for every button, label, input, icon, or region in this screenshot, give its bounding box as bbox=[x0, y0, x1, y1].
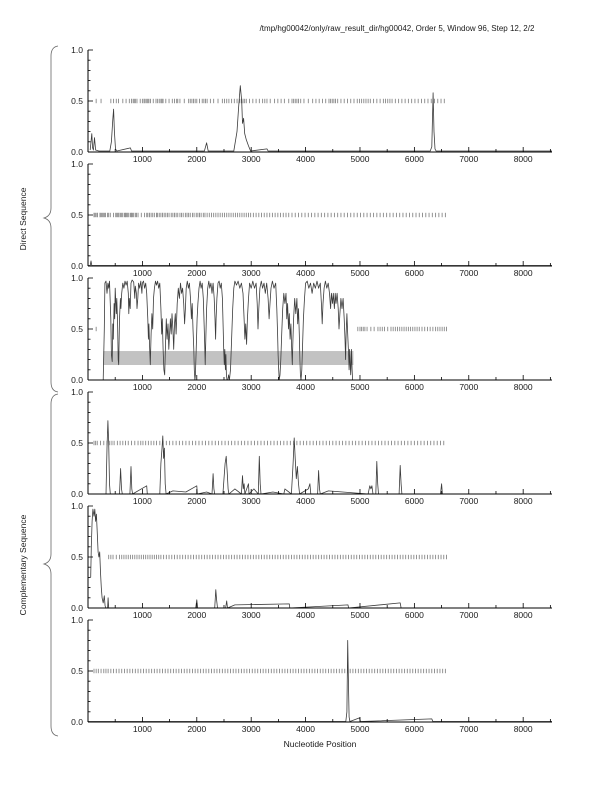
x-tick-label: 4000 bbox=[296, 268, 315, 278]
x-tick-label: 5000 bbox=[351, 268, 370, 278]
x-tick-label: 1000 bbox=[133, 268, 152, 278]
x-tick-label: 7000 bbox=[459, 382, 478, 392]
x-tick-label: 1000 bbox=[133, 724, 152, 734]
x-tick-label: 1000 bbox=[133, 610, 152, 620]
x-tick-label: 4000 bbox=[296, 610, 315, 620]
x-tick-label: 8000 bbox=[514, 154, 533, 164]
x-tick-label: 2000 bbox=[187, 154, 206, 164]
shaded-band bbox=[103, 351, 354, 366]
x-tick-label: 6000 bbox=[405, 610, 424, 620]
y-tick-label: 0.5 bbox=[71, 666, 83, 676]
x-tick-label: 3000 bbox=[242, 268, 261, 278]
y-tick-label: 0.5 bbox=[71, 210, 83, 220]
x-tick-label: 8000 bbox=[514, 610, 533, 620]
x-tick-label: 6000 bbox=[405, 154, 424, 164]
complementary-sequence-brace bbox=[42, 393, 59, 737]
y-tick-label: 1.0 bbox=[71, 615, 83, 625]
x-tick-label: 2000 bbox=[187, 724, 206, 734]
probability-curve bbox=[102, 279, 353, 381]
probability-curve bbox=[90, 420, 552, 495]
x-tick-label: 5000 bbox=[351, 382, 370, 392]
probability-curve bbox=[88, 260, 552, 266]
y-tick-label: 0.0 bbox=[71, 603, 83, 613]
x-tick-label: 4000 bbox=[296, 154, 315, 164]
x-tick-label: 8000 bbox=[514, 382, 533, 392]
x-tick-label: 5000 bbox=[351, 610, 370, 620]
x-tick-label: 3000 bbox=[242, 382, 261, 392]
x-tick-label: 6000 bbox=[405, 382, 424, 392]
x-tick-label: 6000 bbox=[405, 268, 424, 278]
panel-direct-frame-1: 0.0 0.5 1.0 1000 2000 3000 4000 5000 6000 7000 800… bbox=[71, 45, 552, 164]
y-tick-label: 0.0 bbox=[71, 375, 83, 385]
y-tick-label: 1.0 bbox=[71, 273, 83, 283]
x-tick-label: 6000 bbox=[405, 496, 424, 506]
x-tick-label: 7000 bbox=[459, 268, 478, 278]
x-tick-label: 4000 bbox=[296, 382, 315, 392]
x-tick-label: 3000 bbox=[242, 610, 261, 620]
x-tick-label: 3000 bbox=[242, 154, 261, 164]
x-tick-label: 8000 bbox=[514, 268, 533, 278]
x-tick-label: 3000 bbox=[242, 724, 261, 734]
y-tick-label: 0.0 bbox=[71, 261, 83, 271]
x-tick-label: 5000 bbox=[351, 724, 370, 734]
chart-title: /tmp/hg00042/only/raw_result_dir/hg00042… bbox=[260, 24, 535, 33]
x-tick-label: 4000 bbox=[296, 496, 315, 506]
panel-complementary-frame-3: 0.0 0.5 1.0 1000 2000 3000 4000 5000 6000 7000 800… bbox=[71, 615, 552, 734]
x-tick-label: 3000 bbox=[242, 496, 261, 506]
y-tick-label: 0.5 bbox=[71, 96, 83, 106]
x-tick-label: 1000 bbox=[133, 382, 152, 392]
x-tick-label: 2000 bbox=[187, 382, 206, 392]
y-tick-label: 0.5 bbox=[71, 438, 83, 448]
direct-sequence-label: Direct Sequence bbox=[18, 187, 28, 250]
y-tick-label: 0.5 bbox=[71, 552, 83, 562]
x-tick-label: 7000 bbox=[459, 724, 478, 734]
x-tick-label: 5000 bbox=[351, 496, 370, 506]
x-tick-label: 2000 bbox=[187, 496, 206, 506]
x-tick-label: 1000 bbox=[133, 496, 152, 506]
panels-container: 0.0 0.5 1.0 1000 2000 3000 4000 5000 6000 7000 800… bbox=[71, 45, 552, 734]
y-tick-label: 0.5 bbox=[71, 324, 83, 334]
y-tick-label: 0.0 bbox=[71, 489, 83, 499]
probability-curve bbox=[88, 640, 552, 722]
y-tick-label: 0.0 bbox=[71, 717, 83, 727]
x-tick-label: 1000 bbox=[133, 154, 152, 164]
y-tick-label: 1.0 bbox=[71, 501, 83, 511]
x-tick-label: 7000 bbox=[459, 610, 478, 620]
y-tick-label: 1.0 bbox=[71, 45, 83, 55]
panel-direct-frame-3: 0.0 0.5 1.0 1000 2000 3000 4000 5000 6000 7000 800… bbox=[71, 273, 552, 392]
x-tick-label: 7000 bbox=[459, 496, 478, 506]
y-tick-label: 0.0 bbox=[71, 147, 83, 157]
x-tick-label: 2000 bbox=[187, 610, 206, 620]
x-tick-label: 5000 bbox=[351, 154, 370, 164]
y-tick-label: 1.0 bbox=[71, 387, 83, 397]
complementary-sequence-label: Complementary Sequence bbox=[18, 514, 28, 615]
x-tick-label: 4000 bbox=[296, 724, 315, 734]
panel-direct-frame-2: 0.0 0.5 1.0 1000 2000 3000 4000 5000 6000 7000 800… bbox=[71, 159, 552, 278]
x-tick-label: 8000 bbox=[514, 724, 533, 734]
y-tick-label: 1.0 bbox=[71, 159, 83, 169]
panel-complementary-frame-2: 0.0 0.5 1.0 1000 2000 3000 4000 5000 6000 7000 800… bbox=[71, 501, 552, 620]
probability-curve bbox=[90, 508, 552, 609]
x-tick-label: 8000 bbox=[514, 496, 533, 506]
probability-curve bbox=[89, 85, 552, 152]
x-tick-label: 6000 bbox=[405, 724, 424, 734]
x-axis-label: Nucleotide Position bbox=[284, 739, 357, 749]
x-tick-label: 2000 bbox=[187, 268, 206, 278]
x-tick-label: 7000 bbox=[459, 154, 478, 164]
panel-complementary-frame-1: 0.0 0.5 1.0 1000 2000 3000 4000 5000 6000 7000 800… bbox=[71, 387, 552, 506]
direct-sequence-brace bbox=[42, 45, 59, 393]
